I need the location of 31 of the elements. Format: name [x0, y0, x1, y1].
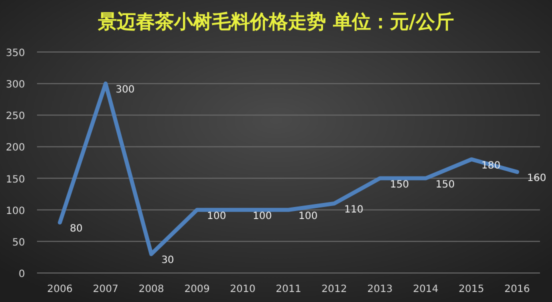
y-tick-label: 0	[18, 269, 25, 280]
y-tick-label: 200	[6, 142, 25, 154]
x-tick-label: 2006	[47, 284, 73, 295]
data-label: 300	[116, 84, 135, 96]
x-tick-label: 2015	[458, 284, 484, 295]
data-label: 80	[70, 223, 83, 234]
y-tick-label: 300	[6, 80, 25, 91]
x-tick-label: 2011	[276, 284, 302, 295]
x-tick-label: 2016	[504, 284, 530, 295]
data-label: 150	[436, 179, 455, 190]
x-tick-label: 2008	[138, 284, 164, 295]
y-tick-label: 50	[12, 237, 25, 248]
y-tick-label: 350	[6, 48, 25, 59]
y-tick-label: 100	[6, 206, 25, 217]
x-tick-label: 2012	[322, 284, 347, 295]
data-label: 100	[298, 210, 318, 222]
data-label: 100	[252, 210, 272, 222]
data-label: 160	[527, 172, 546, 184]
x-tick-label: 2014	[412, 284, 438, 295]
chart-title: 景迈春茶小树毛料价格走势 单位：元/公斤	[97, 11, 454, 33]
x-tick-label: 2009	[184, 284, 210, 295]
y-tick-label: 150	[6, 174, 25, 186]
x-tick-label: 2013	[367, 284, 393, 295]
x-tick-label: 2010	[230, 284, 256, 295]
data-label: 100	[207, 210, 226, 222]
line-series	[58, 82, 520, 256]
data-label: 110	[344, 204, 364, 216]
data-label: 150	[390, 179, 410, 190]
x-tick-label: 2007	[92, 284, 118, 295]
data-label: 30	[161, 255, 174, 266]
y-tick-label: 250	[6, 111, 25, 122]
